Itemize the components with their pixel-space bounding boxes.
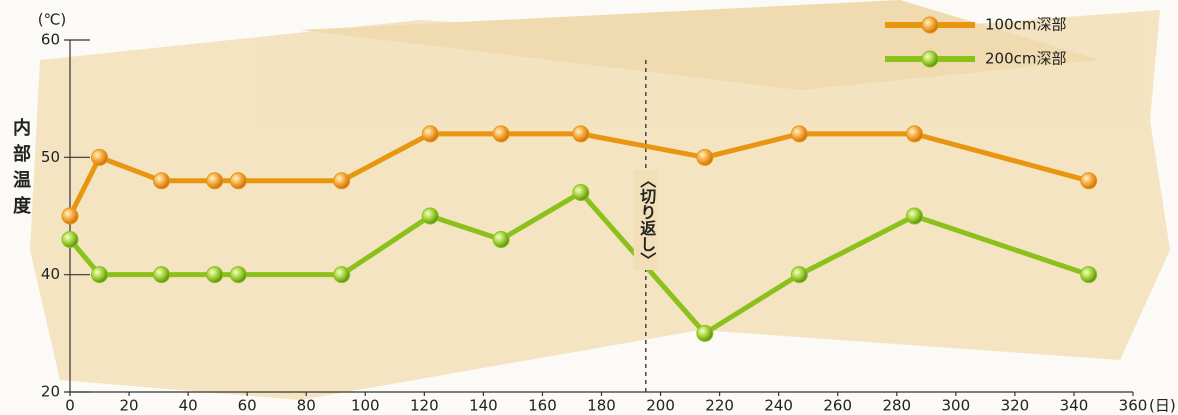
point [790, 125, 808, 143]
y-tick-label: 50 [41, 148, 60, 166]
y-unit: (℃) [38, 11, 67, 29]
x-tick-label: 200 [646, 397, 675, 415]
point [696, 148, 714, 166]
point [229, 172, 247, 190]
x-tick-label: 280 [882, 397, 911, 415]
x-tick-label: 40 [179, 397, 198, 415]
legend-marker [921, 50, 939, 68]
point [572, 125, 590, 143]
legend-label: 100cm深部 [985, 16, 1067, 34]
annotation-bg [633, 170, 658, 270]
annotation-label: 〈切り返し〉 [637, 172, 656, 268]
x-tick-label: 0 [65, 397, 75, 415]
y-axis-label: 内部温度 [10, 117, 31, 222]
x-tick-label: 220 [705, 397, 734, 415]
point [333, 172, 351, 190]
point [905, 125, 923, 143]
x-tick-label: 240 [764, 397, 793, 415]
x-tick-label: 140 [469, 397, 498, 415]
x-tick-label: 300 [942, 397, 971, 415]
x-tick-label: 80 [297, 397, 316, 415]
x-tick-label: 100 [351, 397, 380, 415]
point [905, 207, 923, 225]
point [696, 324, 714, 342]
point [91, 148, 109, 166]
x-tick-label: 60 [238, 397, 257, 415]
x-tick-label: 260 [823, 397, 852, 415]
point [421, 125, 439, 143]
x-tick-label: 160 [528, 397, 557, 415]
y-tick-label: 60 [41, 31, 60, 49]
point [153, 172, 171, 190]
x-unit: (日) [1149, 397, 1176, 415]
point [1080, 266, 1098, 284]
y-tick-label: 40 [41, 265, 60, 283]
point [61, 207, 79, 225]
point [492, 125, 510, 143]
point [1080, 172, 1098, 190]
point [91, 266, 109, 284]
legend-marker [921, 16, 939, 34]
point [492, 230, 510, 248]
point [206, 172, 224, 190]
point [61, 230, 79, 248]
y-tick-label: 20 [41, 383, 60, 401]
point [421, 207, 439, 225]
point [790, 266, 808, 284]
x-tick-label: 340 [1060, 397, 1089, 415]
legend-label: 200cm深部 [985, 50, 1067, 68]
x-tick-label: 120 [410, 397, 439, 415]
x-tick-label: 20 [120, 397, 139, 415]
x-tick-label: 320 [1001, 397, 1030, 415]
point [229, 266, 247, 284]
point [153, 266, 171, 284]
point [572, 184, 590, 202]
x-tick-label: 180 [587, 397, 616, 415]
point [333, 266, 351, 284]
x-tick-label: 360 [1119, 397, 1148, 415]
point [206, 266, 224, 284]
